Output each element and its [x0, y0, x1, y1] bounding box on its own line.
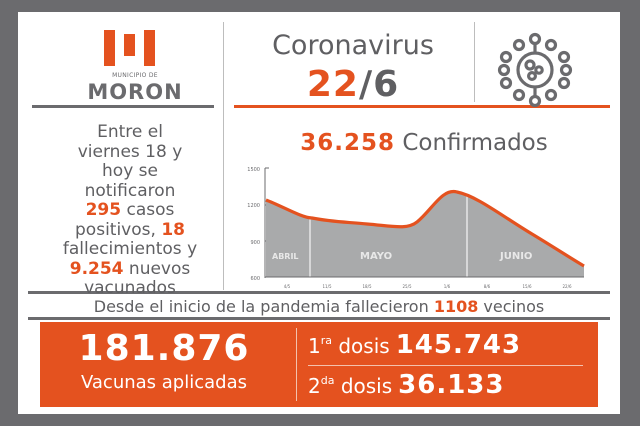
new-deaths: 18	[161, 219, 185, 240]
vaccines-divider	[296, 328, 297, 401]
second-dose: 2da dosis 36.133	[308, 370, 505, 400]
month-label-mayo: MAYO	[360, 251, 392, 262]
confirmed-value: 36.258	[300, 130, 396, 156]
svg-text:18/5: 18/5	[363, 284, 372, 289]
divider-chart-bottom	[28, 291, 610, 294]
divider-logo	[32, 105, 214, 108]
svg-text:4/5: 4/5	[284, 284, 291, 289]
report-date: 22/6	[306, 64, 400, 105]
month-label-junio: JUNIO	[499, 251, 532, 262]
svg-text:8/6: 8/6	[484, 284, 491, 289]
cases-area-chart: 1500 1200 900 600 ABRIL MAYO JUNIO 4/5 1…	[247, 167, 585, 289]
first-dose-value: 145.743	[395, 330, 522, 360]
month-label-abril: ABRIL	[272, 252, 299, 261]
divider-vertical-header	[474, 22, 475, 102]
page-title: Coronavirus	[272, 30, 434, 61]
infographic-card: MUNICIPIO DE MORON Coronavirus 22/6	[18, 12, 620, 414]
svg-text:22/6: 22/6	[563, 284, 572, 289]
confirmed-cases: 36.258 Confirmados	[240, 130, 608, 156]
vaccines-panel: 181.876 Vacunas aplicadas 1ra dosis 145.7…	[40, 322, 598, 407]
municipio-logo: MUNICIPIO DE MORON	[60, 28, 210, 108]
weekly-summary: Entre el viernes 18 y hoy se notificaron…	[62, 122, 198, 298]
divider-vertical-left	[223, 22, 224, 290]
first-dose: 1ra dosis 145.743	[308, 330, 522, 360]
second-dose-value: 36.133	[398, 370, 505, 400]
y-tick-1200: 1200	[247, 203, 260, 209]
new-positives: 295	[85, 200, 122, 220]
svg-text:11/5: 11/5	[323, 284, 332, 289]
vaccines-total: 181.876	[78, 328, 250, 369]
divider-deaths-bottom	[28, 317, 610, 320]
y-tick-900: 900	[250, 240, 260, 246]
moron-logo-mark-icon	[104, 30, 164, 66]
logo-name: MORON	[87, 80, 183, 104]
confirmed-label: Confirmados	[402, 130, 548, 156]
svg-text:15/6: 15/6	[523, 284, 532, 289]
y-tick-600: 600	[250, 276, 260, 282]
vaccines-total-label: Vacunas aplicadas	[80, 372, 247, 393]
new-vaccinated: 9.254	[69, 258, 124, 279]
y-tick-1500: 1500	[247, 167, 260, 173]
dose-divider	[308, 365, 583, 366]
total-deaths-value: 1108	[433, 297, 479, 316]
virus-icon	[497, 32, 573, 107]
total-deaths: Desde el inicio de la pandemia fallecier…	[93, 297, 545, 316]
logo-subtitle: MUNICIPIO DE	[112, 72, 158, 79]
divider-header-orange	[234, 105, 610, 108]
svg-text:25/5: 25/5	[403, 284, 412, 289]
svg-text:1/6: 1/6	[444, 284, 451, 289]
